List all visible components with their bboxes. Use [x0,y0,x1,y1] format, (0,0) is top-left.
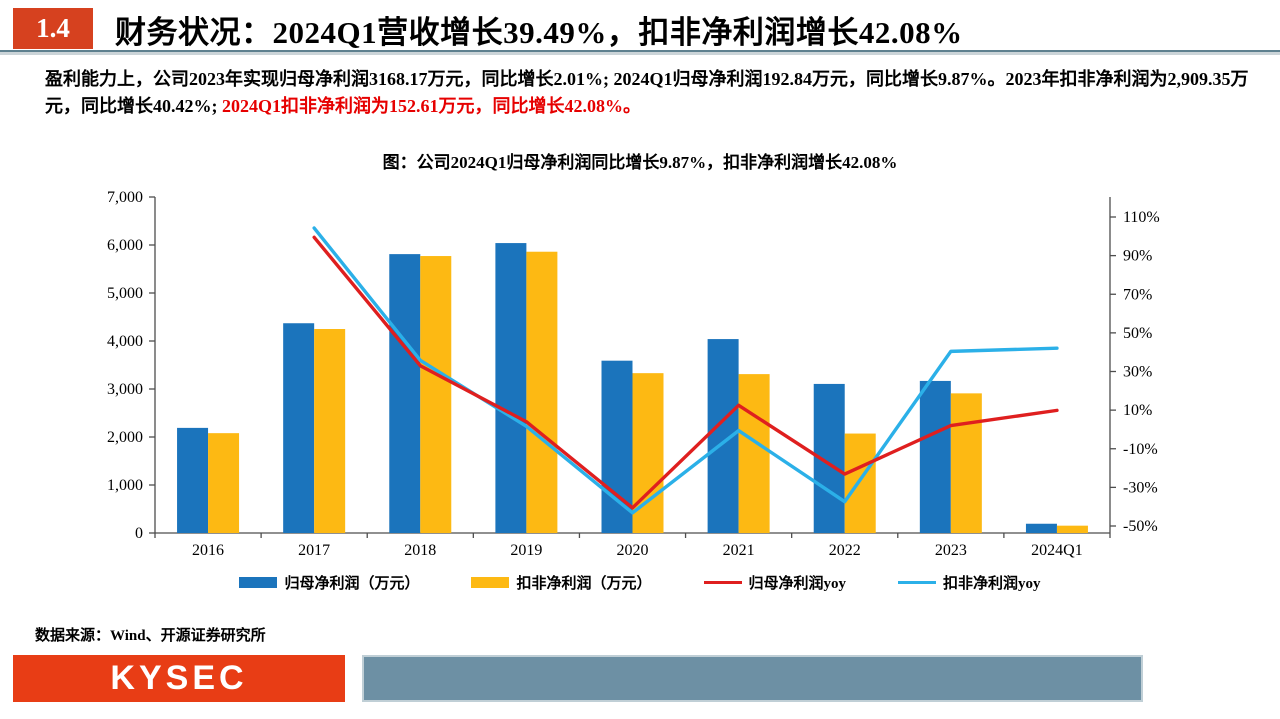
axis-tick-label: 110% [1123,209,1160,226]
bar-koufei-2023 [950,393,982,533]
axis-tick-label: 2022 [829,542,861,559]
axis-tick-label: 2018 [404,542,436,559]
summary-highlight-text: 2024Q1扣非净利润为152.61万元，同比增长42.08%。 [222,96,641,116]
legend-item: 归母净利润（万元） [239,572,419,593]
axis-tick-label: 2019 [510,542,542,559]
axis-tick-label: 0 [135,525,143,542]
axis-tick-label: 90% [1123,248,1152,265]
legend-label: 归母净利润yoy [748,576,847,592]
axis-tick-label: 1,000 [107,477,143,494]
bar-koufei-2019 [526,251,558,533]
axis-tick-label: -10% [1123,441,1158,458]
profit-chart-svg: 0 1,000 2,000 3,000 4,000 5,000 6,000 7,000 -50%… [107,189,1160,559]
chart-title: 图：公司2024Q1归母净利润同比增长9.87%，扣非净利润增长42.08% [382,153,898,172]
profit-growth-chart: 0 1,000 2,000 3,000 4,000 5,000 6,000 7,000 -50%… [0,175,1280,570]
bar-koufei-2016 [208,433,240,533]
axis-tick-label: 10% [1123,402,1152,419]
axis-tick-label: 2023 [935,542,967,559]
axis-tick-label: 70% [1123,286,1152,303]
legend-item: 扣非净利润yoy [898,572,1041,593]
bar-guimu-2018 [389,254,421,533]
summary-text: 盈利能力上，公司2023年实现归母净利润3168.17万元，同比增长2.01%;… [45,69,1249,116]
bar-koufei-2017 [314,329,346,533]
section-number-badge: 1.4 [13,8,93,49]
axis-tick-label: 7,000 [107,189,143,206]
header-rule-light [0,52,1280,55]
axis-tick-label: 3,000 [107,381,143,398]
footer-accent-bar [362,655,1143,702]
legend-label: 扣非净利润（万元） [516,576,652,592]
axis-tick-label: 6,000 [107,237,143,254]
bar-guimu-2016 [177,427,209,533]
bar-koufei-2021 [738,374,770,533]
legend-label: 扣非净利润yoy [943,576,1041,592]
legend-item: 归母净利润yoy [703,572,847,593]
line-扣非净利润yoy [312,226,1059,515]
bar-koufei-2022 [844,433,876,533]
data-source-note: 数据来源：Wind、开源证券研究所 [35,628,266,644]
bar-koufei-2020 [632,373,664,533]
line-归母净利润yoy [312,235,1059,510]
bar-guimu-2024Q1 [1025,523,1057,533]
axis-tick-label: 5,000 [107,285,143,302]
legend-item: 扣非净利润（万元） [471,572,652,593]
legend-line-swatch [703,580,742,585]
axis-tick-label: 2020 [617,542,649,559]
axis-tick-label: 2017 [298,542,330,559]
legend-bar-swatch [471,577,510,588]
legend-bar-swatch [239,577,278,588]
axis-tick-label: -50% [1123,518,1158,535]
header-rule-dark [0,50,1280,52]
legend-label: 归母净利润（万元） [284,576,420,592]
bar-koufei-2018 [420,256,452,533]
bar-guimu-2023 [919,380,951,533]
axis-tick-label: -30% [1123,479,1158,496]
legend-line-swatch [898,580,937,585]
page-title: 财务状况：2024Q1营收增长39.49%，扣非净利润增长42.08% [115,15,963,50]
axis-tick-label: 50% [1123,325,1152,342]
axis-tick-label: 4,000 [107,333,143,350]
bar-guimu-2017 [283,323,315,533]
axis-tick-label: 30% [1123,364,1152,381]
summary-paragraph: 盈利能力上，公司2023年实现归母净利润3168.17万元，同比增长2.01%;… [45,66,1250,120]
bar-guimu-2019 [495,243,527,533]
axis-tick-label: 2021 [723,542,755,559]
axis-tick-label: 2016 [192,542,224,559]
axis-tick-label: 2024Q1 [1031,542,1083,559]
kysec-logo: KYSEC [13,655,345,702]
chart-legend: 归母净利润（万元） 扣非净利润（万元） 归母净利润yoy 扣非净利润yoy [0,572,1280,593]
bar-koufei-2024Q1 [1056,525,1088,533]
axis-tick-label: 2,000 [107,429,143,446]
